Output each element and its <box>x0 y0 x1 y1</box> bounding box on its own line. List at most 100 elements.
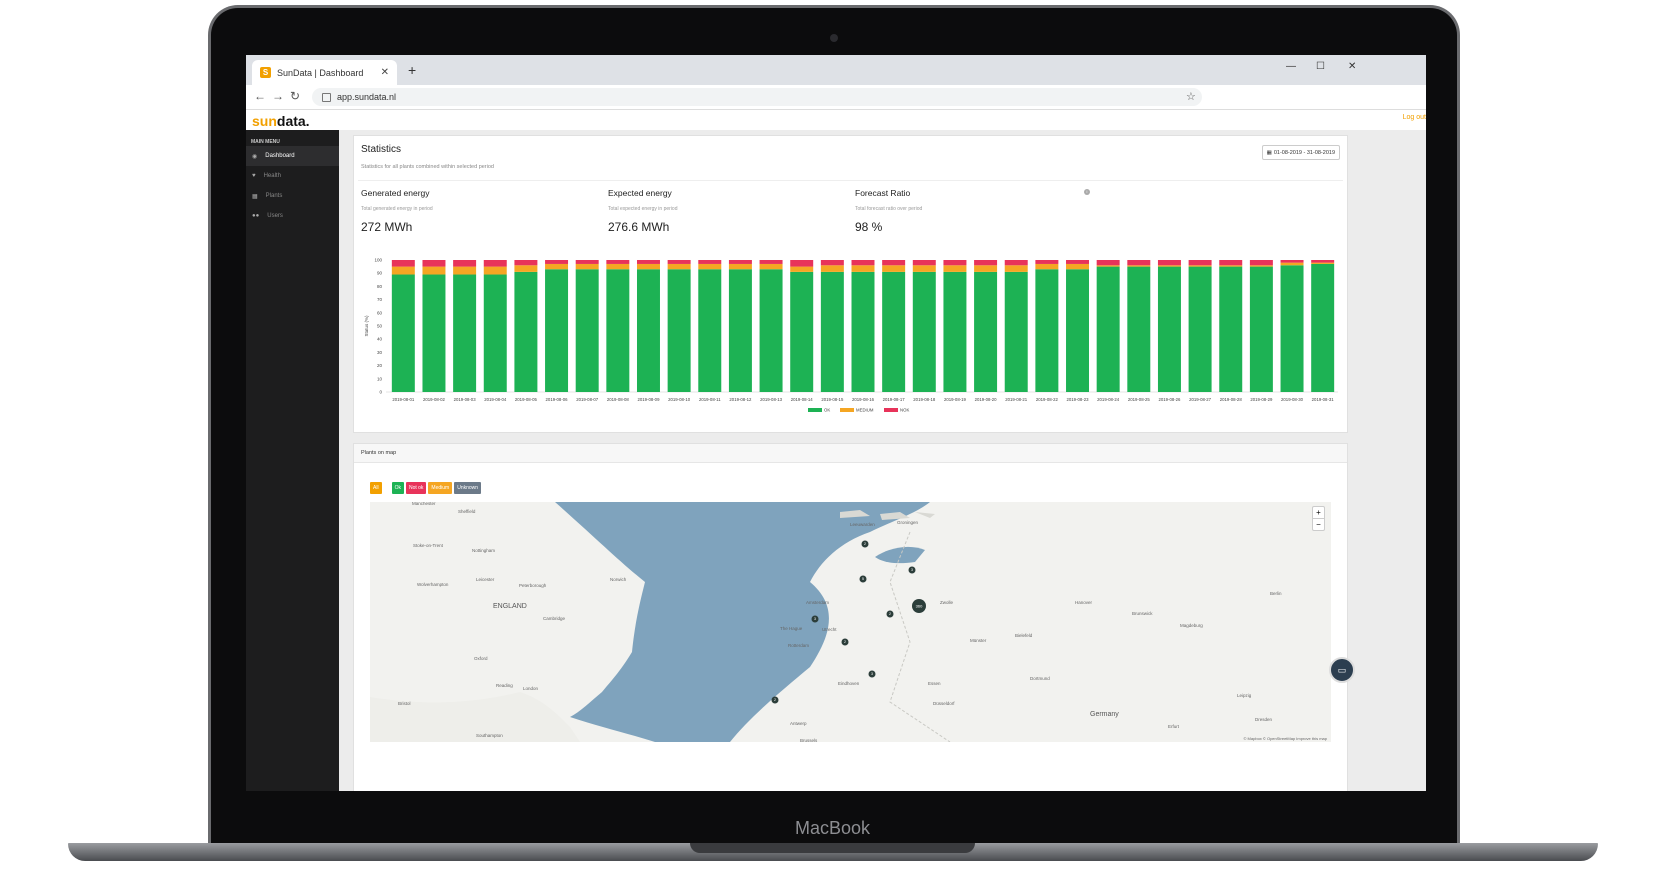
bar-segment-nok <box>545 260 569 264</box>
bar-segment-medium <box>698 263 722 270</box>
bar-segment-medium <box>667 263 691 270</box>
bar-segment-medium <box>912 265 936 272</box>
bar-segment-medium <box>483 266 507 275</box>
forward-icon[interactable]: → <box>272 89 284 103</box>
reload-icon[interactable]: ↻ <box>290 89 301 103</box>
bar-segment-ok <box>575 269 599 392</box>
bar-segment-medium <box>759 263 783 270</box>
bar-segment-nok <box>1219 260 1243 266</box>
bar-segment-medium <box>422 266 446 275</box>
filter-unknown-button[interactable]: Unknown <box>454 482 482 494</box>
browser-tabbar: S SunData | Dashboard ✕ + — ☐ ✕ <box>246 55 1426 85</box>
plant-cluster-marker[interactable]: 3 <box>908 566 916 574</box>
map-clusters: 2 5 3 2 360 3 2 3 2 <box>771 540 926 704</box>
bar-segment-nok <box>974 260 998 266</box>
filter-medium-button[interactable]: Medium <box>428 482 453 494</box>
bar-segment-ok <box>759 269 783 392</box>
bar-segment-medium <box>575 263 599 270</box>
bar-segment-nok <box>759 260 783 264</box>
chat-icon[interactable]: ▭ <box>1329 657 1355 683</box>
map-place-label: Düsseldorf <box>933 701 955 706</box>
bar-segment-nok <box>1127 260 1151 266</box>
statistics-title: Statistics <box>361 144 402 155</box>
bar-segment-medium <box>1219 265 1243 267</box>
bar-segment-medium <box>514 265 538 272</box>
tab-close-icon[interactable]: ✕ <box>380 67 389 78</box>
sidebar-item-dashboard[interactable]: ◉ Dashboard <box>246 146 339 166</box>
lock-icon <box>322 92 331 102</box>
plant-cluster-marker[interactable]: 2 <box>771 696 779 704</box>
bar-segment-medium <box>1188 265 1212 267</box>
plants-map[interactable]: Manchester Sheffield Stoke-on-Trent Notting… <box>370 502 1331 742</box>
generated-energy-stat: Generated energy Total generated energy … <box>361 188 433 234</box>
y-tick-label: 10 <box>377 376 383 381</box>
zoom-out-button[interactable]: − <box>1313 518 1324 530</box>
bar-segment-ok <box>1280 265 1304 392</box>
bar-segment-nok <box>912 260 936 266</box>
statistics-card: Statistics Statistics for all plants com… <box>353 135 1348 433</box>
x-tick-label: 2019-08-05 <box>515 397 538 402</box>
plant-cluster-marker[interactable]: 5 <box>859 575 867 583</box>
bar-segment-medium <box>728 263 752 270</box>
filter-all-button[interactable]: All <box>370 482 382 494</box>
map-land <box>370 502 1330 742</box>
browser-tab[interactable]: S SunData | Dashboard ✕ <box>252 60 397 85</box>
plant-cluster-marker[interactable]: 2 <box>861 540 869 548</box>
sidebar-item-plants[interactable]: ▦ Plants <box>252 193 283 200</box>
users-icon: ●● <box>252 213 260 219</box>
maximize-icon[interactable]: ☐ <box>1316 61 1325 72</box>
app-logo[interactable]: sundata. <box>252 113 310 129</box>
x-tick-label: 2019-08-26 <box>1158 397 1181 402</box>
filter-notok-button[interactable]: Not ok <box>405 482 427 494</box>
svg-text:2: 2 <box>774 698 776 702</box>
plant-cluster-marker[interactable]: 3 <box>868 670 876 678</box>
address-bar[interactable]: app.sundata.nl <box>312 88 1202 106</box>
bar-segment-ok <box>974 271 998 392</box>
new-tab-icon[interactable]: + <box>408 62 417 78</box>
plant-cluster-marker[interactable]: 2 <box>886 610 894 618</box>
sidebar-item-users[interactable]: ●● Users <box>252 213 283 219</box>
map-place-label: Dortmund <box>1030 676 1050 681</box>
map-place-label: Oxford <box>474 656 488 661</box>
x-tick-label: 2019-08-13 <box>760 397 783 402</box>
bar-segment-medium <box>1035 263 1059 270</box>
map-canvas[interactable]: Manchester Sheffield Stoke-on-Trent Notting… <box>370 502 1331 742</box>
tab-title: SunData | Dashboard <box>277 67 364 78</box>
solar-panel-icon: ▦ <box>252 193 258 200</box>
minimize-icon[interactable]: — <box>1286 61 1296 72</box>
laptop-notch <box>690 843 975 853</box>
svg-text:2: 2 <box>864 542 866 546</box>
bar-segment-ok <box>943 271 967 392</box>
y-tick-label: 20 <box>377 363 383 368</box>
sidebar-item-health[interactable]: ♥ Health <box>252 173 281 179</box>
map-place-label: Wolverhampton <box>417 582 449 587</box>
bar-segment-ok <box>882 271 906 392</box>
bookmark-star-icon[interactable]: ☆ <box>1186 91 1196 103</box>
logout-link[interactable]: Log out <box>1402 114 1426 121</box>
date-range-picker[interactable]: ▦ 01-08-2019 - 31-08-2019 <box>1261 145 1340 160</box>
map-place-label: Brunswick <box>1132 611 1153 616</box>
y-axis-label: Status (%) <box>364 315 369 337</box>
map-place-label: Manchester <box>412 502 436 506</box>
bar-segment-nok <box>790 260 814 267</box>
zoom-in-button[interactable]: + <box>1316 508 1321 517</box>
svg-text:3: 3 <box>871 672 873 676</box>
plant-cluster-marker[interactable]: 3 <box>811 615 819 623</box>
map-attribution[interactable]: © Mapbox © OpenStreetMap Improve this ma… <box>1243 736 1328 741</box>
window-close-icon[interactable]: ✕ <box>1348 61 1357 72</box>
info-icon[interactable]: i <box>1084 189 1090 195</box>
map-place-label: Peterborough <box>519 583 547 588</box>
bar-segment-medium <box>1066 263 1090 270</box>
map-place-label: Groningen <box>897 520 919 525</box>
plant-cluster-marker[interactable]: 360 <box>912 599 926 613</box>
back-icon[interactable]: ← <box>254 89 266 103</box>
map-place-label: Utrecht <box>822 627 837 632</box>
plant-cluster-marker[interactable]: 2 <box>841 638 849 646</box>
legend-label-ok: OK <box>824 408 830 413</box>
bar-segment-medium <box>943 265 967 272</box>
bar-segment-nok <box>1004 260 1028 266</box>
svg-text:2: 2 <box>889 612 891 616</box>
app-header: sundata. Log out <box>246 110 1426 131</box>
filter-ok-button[interactable]: Ok <box>391 482 404 494</box>
bar-segment-nok <box>728 260 752 264</box>
